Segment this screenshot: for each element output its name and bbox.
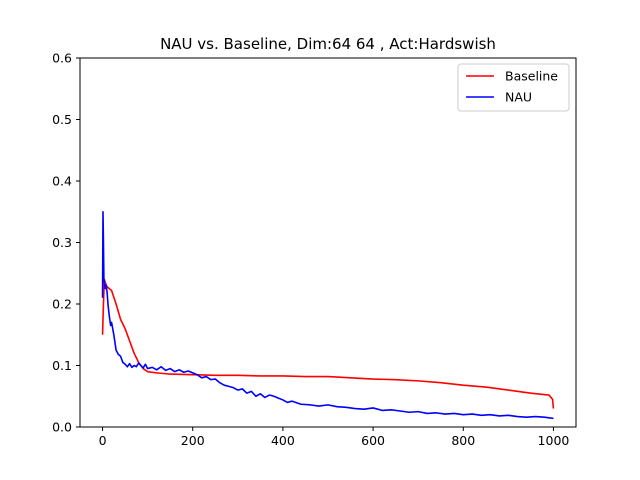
x-tick-label: 600 (361, 433, 385, 448)
series-line-nau (101, 210, 554, 420)
y-tick-label: 0.6 (52, 51, 72, 66)
legend: Baseline NAU (457, 63, 570, 112)
x-tick-label: 800 (451, 433, 475, 448)
series-layer (101, 210, 555, 420)
chart-title: NAU vs. Baseline, Dim:64 64 , Act:Hardsw… (160, 35, 496, 53)
x-axis: 0 200 400 600 800 1000 (99, 427, 570, 448)
y-tick-label: 0.2 (52, 297, 72, 312)
legend-label-baseline: Baseline (505, 69, 558, 84)
x-tick-label: 0 (99, 433, 107, 448)
x-tick-label: 400 (271, 433, 295, 448)
legend-label-nau: NAU (505, 90, 532, 105)
series-line-baseline (101, 278, 555, 409)
y-tick-label: 0.5 (52, 112, 72, 127)
y-tick-label: 0.0 (52, 420, 72, 435)
y-tick-label: 0.4 (52, 174, 72, 189)
x-tick-label: 1000 (538, 433, 570, 448)
y-tick-label: 0.3 (52, 235, 72, 250)
y-tick-label: 0.1 (52, 358, 72, 373)
y-axis: 0.0 0.1 0.2 0.3 0.4 0.5 0.6 (52, 51, 80, 435)
x-tick-label: 200 (181, 433, 205, 448)
